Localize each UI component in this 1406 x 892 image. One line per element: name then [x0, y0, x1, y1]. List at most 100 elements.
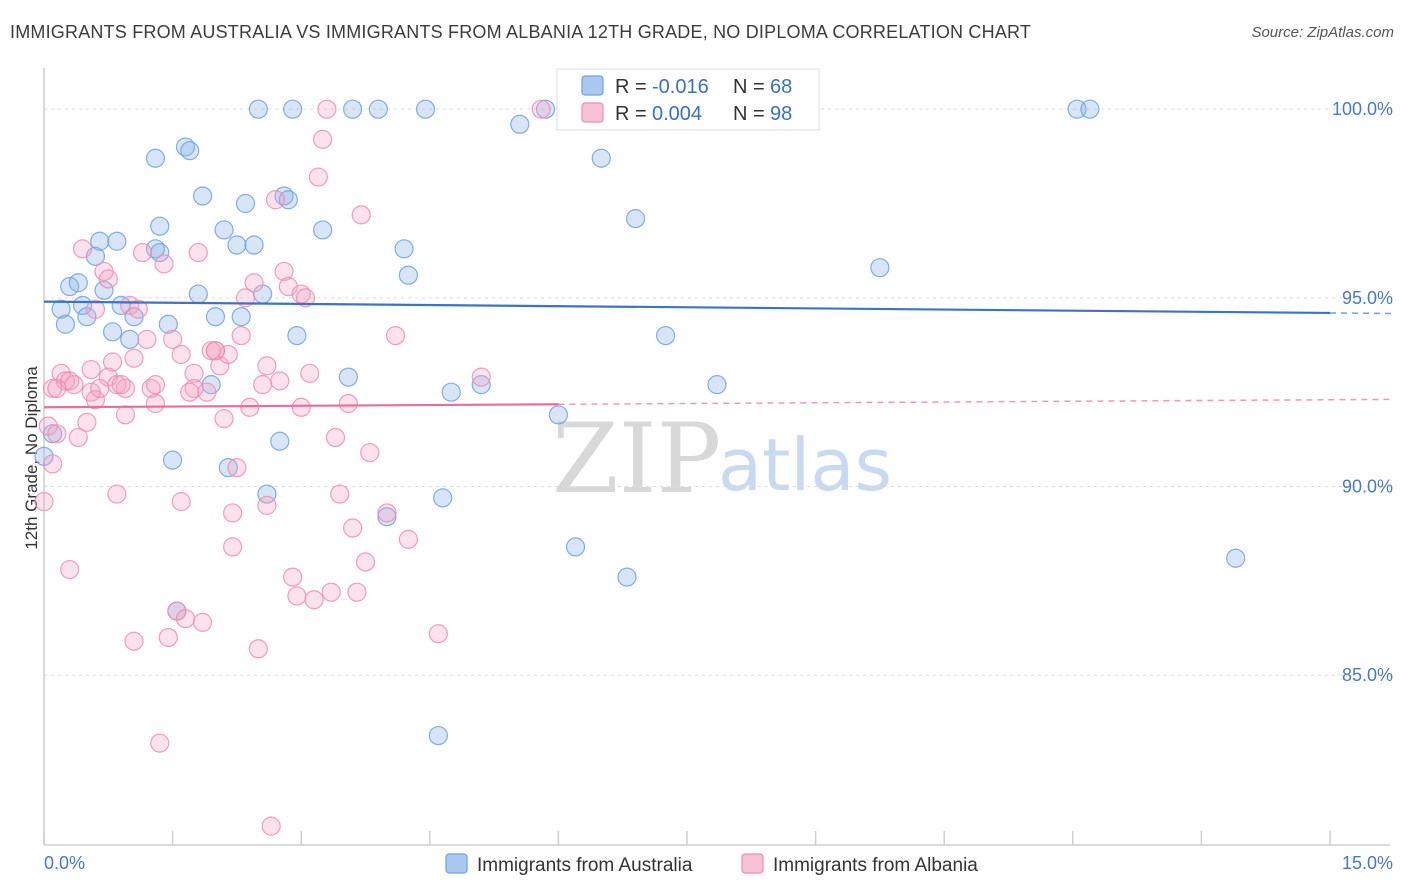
point-albania-31	[145, 375, 166, 395]
point-australia-62	[655, 325, 676, 346]
legend-r-value-albania: 0.004	[652, 103, 702, 125]
point-albania-58	[257, 495, 277, 515]
point-australia-35	[248, 99, 268, 119]
point-australia-10	[94, 280, 114, 300]
point-australia-51	[433, 488, 453, 508]
point-albania-83	[385, 325, 406, 346]
point-albania-47	[214, 409, 234, 429]
point-albania-97	[90, 378, 110, 399]
point-australia-19	[150, 216, 170, 236]
chart-title: IMMIGRANTS FROM AUSTRALIA VS IMMIGRANTS …	[10, 22, 1032, 42]
trend-australia	[43, 300, 1331, 315]
trend-australia-extension	[1329, 312, 1393, 315]
point-albania-96	[60, 371, 80, 391]
point-australia-21	[163, 450, 183, 470]
point-albania-61	[270, 371, 290, 391]
point-albania-3	[42, 454, 63, 474]
point-australia-20	[158, 314, 178, 334]
point-albania-67	[295, 288, 316, 308]
trend-lines	[43, 300, 1393, 409]
point-australia-3	[55, 314, 76, 334]
point-albania-70	[308, 167, 328, 187]
point-albania-73	[321, 582, 341, 602]
legend-n-label-albania: N =	[733, 103, 765, 125]
point-albania-27	[132, 242, 153, 263]
series-legend-swatch-albania	[741, 853, 764, 874]
point-albania-78	[347, 582, 367, 602]
point-australia-49	[398, 265, 418, 285]
point-albania-4	[47, 424, 67, 444]
legend-r-label-australia: R =	[615, 76, 647, 98]
data-points	[34, 99, 1246, 836]
x-ticks	[43, 831, 1331, 845]
point-albania-38	[175, 608, 196, 629]
point-australia-42	[287, 325, 307, 346]
y-tick-label-95: 95.0%	[1342, 288, 1393, 308]
point-albania-24	[124, 348, 144, 368]
series-legend-label-australia: Immigrants from Australia	[477, 855, 693, 876]
point-australia-64	[870, 258, 890, 278]
point-albania-64	[283, 567, 303, 587]
watermark-zip: ZIP	[552, 403, 721, 515]
source-label: Source: ZipAtlas.com	[1251, 24, 1394, 41]
point-australia-61	[625, 209, 646, 229]
point-albania-19	[107, 484, 127, 504]
y-tick-label-85: 85.0%	[1342, 665, 1393, 685]
point-albania-41	[188, 242, 208, 263]
point-albania-21	[115, 405, 136, 425]
point-albania-92	[180, 382, 200, 402]
point-australia-60	[617, 567, 637, 587]
point-australia-29	[214, 220, 234, 240]
point-albania-75	[330, 484, 350, 504]
series-legend-label-albania: Immigrants from Albania	[773, 855, 978, 876]
point-australia-63	[707, 375, 727, 395]
point-albania-0	[34, 492, 54, 512]
legend-n-value-australia: 68	[770, 76, 792, 98]
point-albania-79	[351, 205, 371, 225]
point-australia-11	[102, 322, 123, 342]
point-australia-2	[51, 299, 71, 319]
point-australia-67	[1226, 548, 1246, 568]
point-australia-9	[90, 231, 110, 251]
trend-albania	[43, 403, 559, 409]
point-albania-84	[398, 529, 418, 549]
point-albania-35	[163, 329, 183, 349]
point-albania-28	[137, 329, 157, 349]
point-albania-32	[150, 733, 170, 753]
point-albania-90	[111, 375, 131, 395]
point-albania-95	[291, 397, 311, 417]
legend-n-label-australia: N =	[733, 76, 765, 98]
series-legend-swatch-australia	[445, 853, 468, 874]
point-australia-31	[227, 235, 247, 255]
point-australia-56	[535, 99, 556, 119]
point-albania-81	[360, 442, 380, 463]
point-albania-16	[98, 269, 118, 289]
x-tick-label-max: 15.0%	[1342, 853, 1393, 873]
point-albania-57	[253, 375, 273, 395]
point-albania-18	[102, 352, 123, 372]
point-albania-33	[154, 254, 174, 274]
point-australia-26	[193, 186, 213, 206]
point-albania-34	[158, 627, 178, 648]
point-australia-28	[205, 307, 226, 327]
point-australia-24	[180, 141, 200, 161]
point-albania-69	[304, 590, 324, 610]
point-australia-37	[257, 484, 277, 504]
point-australia-59	[591, 148, 611, 168]
point-albania-74	[325, 427, 346, 448]
point-albania-89	[81, 359, 101, 380]
point-albania-42	[193, 612, 213, 632]
point-australia-38	[270, 431, 290, 451]
point-albania-11	[77, 412, 97, 432]
point-albania-82	[377, 503, 397, 523]
point-albania-87	[531, 99, 551, 119]
point-albania-26	[128, 299, 148, 319]
point-albania-43	[197, 382, 217, 402]
legend-r-label-albania: R =	[615, 103, 647, 125]
point-australia-58	[565, 537, 586, 557]
point-albania-77	[343, 518, 363, 538]
point-albania-62	[274, 261, 294, 282]
point-australia-48	[394, 239, 414, 259]
point-albania-49	[223, 537, 243, 557]
x-tick-label-min: 0.0%	[44, 853, 85, 873]
